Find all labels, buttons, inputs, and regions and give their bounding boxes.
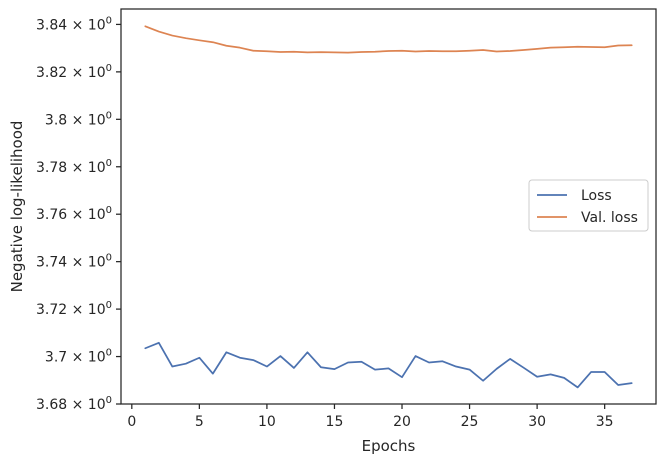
x-tick-label: 30	[528, 414, 546, 430]
y-tick-label: 3.8 × 100	[45, 110, 112, 128]
x-tick-label: 0	[127, 414, 136, 430]
legend-label-1: Val. loss	[581, 210, 638, 226]
y-tick-label: 3.74 × 100	[36, 253, 112, 271]
series-layer	[144, 25, 633, 389]
y-tick-label: 3.72 × 100	[36, 300, 112, 318]
plot-frame	[120, 8, 657, 405]
x-tick-label: 15	[326, 414, 344, 430]
series-line-1	[144, 25, 633, 54]
series-line-0	[144, 341, 633, 389]
x-axis-title: Epochs	[362, 437, 416, 455]
x-tick-label: 25	[461, 414, 479, 430]
x-axis-ticks: 0 5 10 15 20 25 30 35	[127, 404, 614, 430]
x-tick-label: 10	[258, 414, 276, 430]
y-axis-ticks: 3.68 × 100 3.7 × 100 3.72 × 100 3.74 × 100 3…	[36, 15, 121, 413]
y-tick-label: 3.7 × 100	[45, 348, 112, 366]
y-tick-label: 3.68 × 100	[36, 395, 112, 413]
legend-box	[528, 179, 649, 232]
y-tick-label: 3.84 × 100	[36, 15, 112, 33]
x-tick-label: 35	[596, 414, 614, 430]
legend: Loss Val. loss	[528, 179, 649, 232]
y-tick-label: 3.78 × 100	[36, 158, 112, 176]
y-axis-title: Negative log-likelihood	[8, 121, 26, 293]
y-tick-label: 3.76 × 100	[36, 205, 112, 223]
legend-label-0: Loss	[581, 188, 612, 204]
x-tick-label: 20	[393, 414, 411, 430]
x-tick-label: 5	[195, 414, 204, 430]
y-tick-label: 3.82 × 100	[36, 63, 112, 81]
